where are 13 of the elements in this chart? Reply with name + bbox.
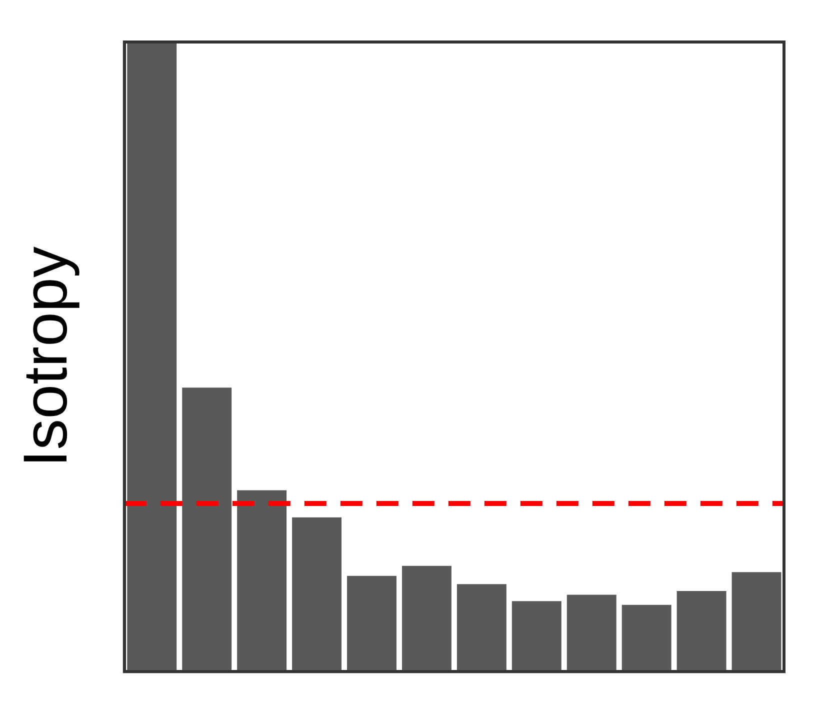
bar [456, 584, 506, 672]
bar [566, 594, 616, 672]
bar [732, 572, 782, 672]
bar [292, 517, 342, 672]
bar [182, 388, 232, 672]
bar [402, 566, 452, 672]
bar [127, 42, 177, 672]
bar [512, 601, 562, 672]
bar [622, 604, 672, 672]
bar [676, 591, 726, 672]
y-axis-title: Isotropy [11, 246, 80, 468]
bar [347, 576, 396, 672]
bar [237, 490, 287, 672]
